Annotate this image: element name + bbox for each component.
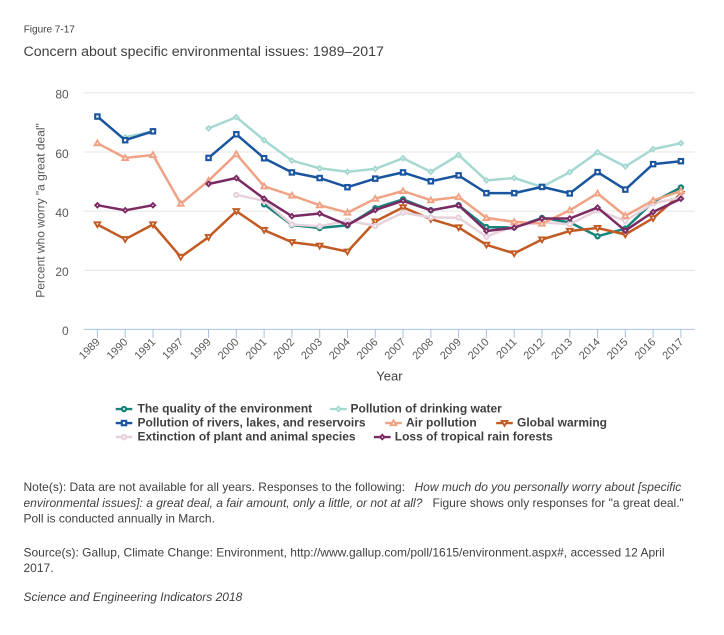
svg-text:2017: 2017 — [660, 336, 686, 362]
svg-text:2002: 2002 — [271, 336, 297, 362]
svg-text:2013: 2013 — [549, 336, 575, 362]
svg-text:Year: Year — [376, 369, 403, 384]
svg-text:Loss of tropical rain forests: Loss of tropical rain forests — [395, 429, 553, 443]
svg-text:Figure shows only responses fo: Figure shows only responses for "a great… — [433, 496, 684, 510]
svg-text:2004: 2004 — [327, 336, 353, 362]
svg-text:Pollution of rivers, lakes, an: Pollution of rivers, lakes, and reservoi… — [138, 415, 366, 429]
svg-text:2017.: 2017. — [24, 561, 54, 575]
svg-text:2007: 2007 — [383, 336, 409, 362]
svg-text:environmental issues]: a great: environmental issues]: a great deal, a f… — [24, 496, 423, 510]
svg-text:1989: 1989 — [77, 336, 103, 362]
svg-text:2001: 2001 — [244, 336, 270, 362]
svg-text:1999: 1999 — [188, 336, 214, 362]
svg-text:0: 0 — [62, 324, 69, 338]
svg-text:Global warming: Global warming — [517, 415, 607, 429]
svg-text:1990: 1990 — [105, 336, 131, 362]
svg-text:2000: 2000 — [216, 336, 242, 362]
svg-text:The quality of the environment: The quality of the environment — [138, 401, 313, 415]
svg-text:2006: 2006 — [355, 336, 381, 362]
svg-text:2016: 2016 — [633, 336, 659, 362]
svg-text:2010: 2010 — [466, 336, 492, 362]
svg-text:80: 80 — [55, 88, 69, 102]
svg-text:20: 20 — [55, 265, 69, 279]
svg-text:Air pollution: Air pollution — [406, 415, 477, 429]
svg-text:Note(s): Data are not availabl: Note(s): Data are not available for all … — [24, 480, 406, 494]
svg-text:Science and Engineering Indica: Science and Engineering Indicators 2018 — [24, 590, 243, 604]
svg-text:40: 40 — [55, 206, 69, 220]
svg-text:How much do you personally wor: How much do you personally worry about [… — [415, 480, 682, 494]
svg-text:2009: 2009 — [438, 336, 464, 362]
svg-text:1997: 1997 — [160, 336, 186, 362]
svg-text:2015: 2015 — [605, 336, 631, 362]
svg-text:Figure 7-17: Figure 7-17 — [24, 25, 76, 36]
svg-text:2014: 2014 — [577, 336, 603, 362]
svg-text:2003: 2003 — [299, 336, 325, 362]
svg-text:60: 60 — [55, 147, 69, 161]
svg-text:Extinction of plant and animal: Extinction of plant and animal species — [138, 429, 356, 443]
svg-text:Poll is conducted annually in: Poll is conducted annually in March. — [24, 512, 215, 526]
svg-text:2012: 2012 — [522, 336, 548, 362]
svg-text:Pollution of drinking water: Pollution of drinking water — [351, 401, 503, 415]
svg-text:1991: 1991 — [132, 336, 158, 362]
svg-text:2011: 2011 — [494, 336, 519, 361]
svg-text:2008: 2008 — [410, 336, 436, 362]
svg-text:Concern about specific environ: Concern about specific environmental iss… — [24, 44, 385, 60]
svg-text:Source(s): Gallup, Climate Cha: Source(s): Gallup, Climate Change: Envir… — [24, 545, 665, 559]
svg-text:Percent who worry "a great dea: Percent who worry "a great deal" — [34, 123, 48, 298]
